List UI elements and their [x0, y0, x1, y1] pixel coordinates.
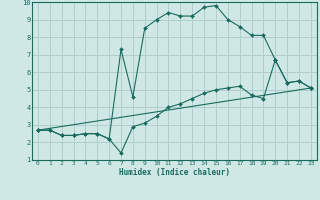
X-axis label: Humidex (Indice chaleur): Humidex (Indice chaleur): [119, 168, 230, 177]
